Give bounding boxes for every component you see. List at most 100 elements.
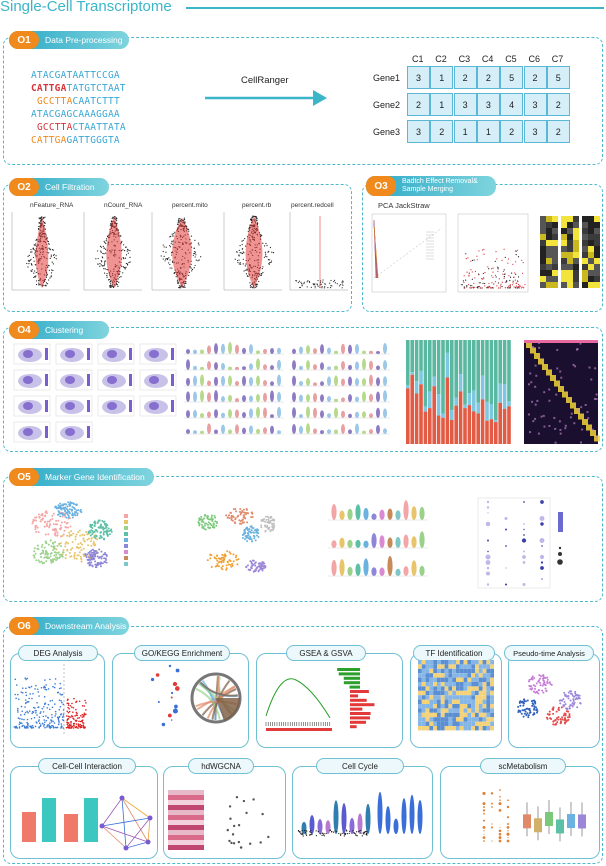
heatmap-cell xyxy=(418,682,422,687)
bar xyxy=(476,413,480,444)
data-point xyxy=(42,715,45,718)
data-point xyxy=(53,703,56,705)
data-point xyxy=(105,242,107,245)
data-point xyxy=(78,700,81,703)
heatmap-cell xyxy=(540,246,546,252)
data-point xyxy=(232,516,235,519)
data-point xyxy=(469,285,472,287)
data-point xyxy=(61,551,64,554)
heatmap-cell xyxy=(448,686,453,691)
data-point xyxy=(28,263,30,265)
data-point xyxy=(59,682,62,685)
heatmap-cell xyxy=(448,682,453,687)
data-point xyxy=(243,511,246,514)
violin-shape xyxy=(371,567,377,576)
box-mark xyxy=(578,814,586,829)
heatmap-cell xyxy=(490,712,494,718)
heatmap-cell xyxy=(561,252,567,258)
data-point xyxy=(321,285,323,288)
data-point xyxy=(534,685,537,688)
heatmap-cell xyxy=(475,673,479,678)
plot-frame xyxy=(55,343,93,365)
heatmap-cell xyxy=(573,234,579,240)
data-point xyxy=(79,725,82,728)
heatmap-cell xyxy=(561,228,567,234)
violin-shape xyxy=(383,376,387,386)
data-point xyxy=(51,706,54,709)
data-point xyxy=(71,547,74,550)
data-point xyxy=(249,282,251,284)
data-point xyxy=(66,511,69,514)
bar xyxy=(480,340,485,376)
data-point xyxy=(172,681,178,687)
data-point xyxy=(190,267,192,269)
data-point xyxy=(520,701,523,704)
violin-shape xyxy=(186,429,190,434)
heatmap-cell xyxy=(590,378,593,381)
data-point xyxy=(75,701,77,704)
data-point xyxy=(57,720,60,722)
data-point xyxy=(516,249,519,251)
data-point xyxy=(120,275,122,278)
data-point xyxy=(51,699,54,702)
data-point xyxy=(482,272,485,275)
data-point xyxy=(31,264,33,266)
data-point xyxy=(98,556,101,559)
violin-shape xyxy=(256,350,260,354)
data-point xyxy=(101,265,104,267)
violin-shape xyxy=(256,428,260,434)
data-point xyxy=(334,282,337,284)
heatmap-cell xyxy=(456,726,460,731)
bar xyxy=(450,419,454,444)
data-point xyxy=(221,565,224,568)
heatmap-cell xyxy=(540,228,546,234)
bar xyxy=(494,340,498,421)
cell-cell-interaction-label: Cell-Cell Interaction xyxy=(38,758,136,774)
data-point xyxy=(209,557,212,560)
data-point xyxy=(64,515,67,518)
data-point xyxy=(61,515,64,518)
data-point xyxy=(304,829,306,832)
heatmap-cell xyxy=(456,708,460,713)
data-point xyxy=(245,508,248,511)
data-point xyxy=(76,712,78,715)
data-point xyxy=(125,254,128,256)
data-point xyxy=(104,268,106,270)
data-point xyxy=(103,268,105,270)
heatmap-cell xyxy=(540,415,543,418)
heatmap-cell xyxy=(440,682,445,687)
heatmap-cell xyxy=(433,699,437,704)
data-point xyxy=(244,238,246,240)
box-mark xyxy=(567,814,575,829)
heatmap-cell xyxy=(418,668,422,674)
data-point xyxy=(35,530,38,533)
bar xyxy=(498,383,502,403)
heatmap-cell xyxy=(561,270,567,276)
heatmap-cell xyxy=(573,240,579,246)
data-point xyxy=(239,262,241,264)
heatmap-cell xyxy=(594,435,600,442)
data-point xyxy=(79,720,82,723)
bar xyxy=(480,399,485,444)
data-point xyxy=(85,556,88,559)
data-point xyxy=(550,683,553,686)
heatmap-cell xyxy=(471,668,475,674)
data-point xyxy=(44,533,47,536)
bar xyxy=(476,340,480,403)
data-point xyxy=(517,276,520,278)
data-point xyxy=(228,514,231,517)
heatmap-cell xyxy=(561,240,567,246)
data-point xyxy=(507,287,509,289)
violin-shape xyxy=(379,567,385,576)
heatmap-cell xyxy=(478,721,483,726)
data-point xyxy=(516,282,518,284)
data-point xyxy=(42,550,45,553)
data-point xyxy=(235,510,238,513)
data-point xyxy=(92,558,95,561)
violin-shape xyxy=(347,508,353,520)
tool-label: CellRanger xyxy=(241,75,289,86)
data-point xyxy=(483,833,485,835)
bar xyxy=(432,376,436,387)
data-point xyxy=(540,522,544,526)
heatmap-cell xyxy=(444,682,449,687)
